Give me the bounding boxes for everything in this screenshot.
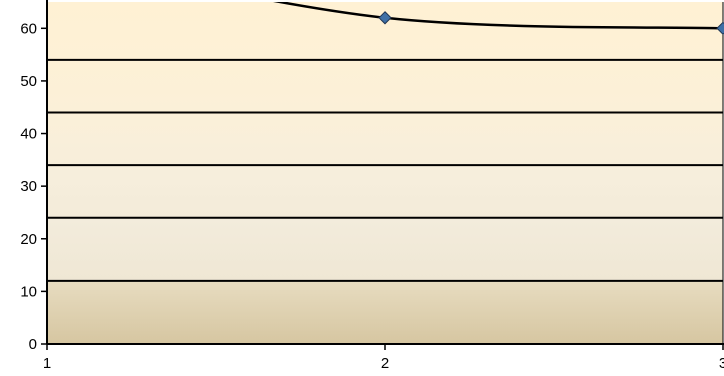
- y-tick-label: 50: [20, 73, 37, 90]
- background-band: [47, 217, 723, 281]
- series-group: [273, 2, 724, 36]
- data-point-marker: [378, 11, 392, 25]
- gridlines: [47, 58, 723, 282]
- y-tick-label: 30: [20, 178, 37, 195]
- y-tick-label: 0: [29, 336, 37, 353]
- x-tick-label: 3: [719, 355, 724, 372]
- x-tick-label: 1: [43, 355, 51, 372]
- background-band: [47, 59, 723, 113]
- background-band: [47, 165, 723, 218]
- y-tick-label: 60: [20, 20, 37, 37]
- data-point-marker: [716, 21, 724, 36]
- background-band: [47, 112, 723, 166]
- background-band: [47, 280, 723, 344]
- y-tick-label: 20: [20, 231, 37, 248]
- background-band: [47, 2, 723, 60]
- y-tick-label: 40: [20, 126, 37, 143]
- y-tick-label: 10: [20, 283, 37, 300]
- background-bands: [47, 2, 723, 344]
- x-tick-label: 2: [381, 355, 389, 372]
- y-axis-ticks: 0 10 20 30 40 50 60: [20, 20, 47, 353]
- x-axis-ticks: 1 2 3: [43, 344, 724, 372]
